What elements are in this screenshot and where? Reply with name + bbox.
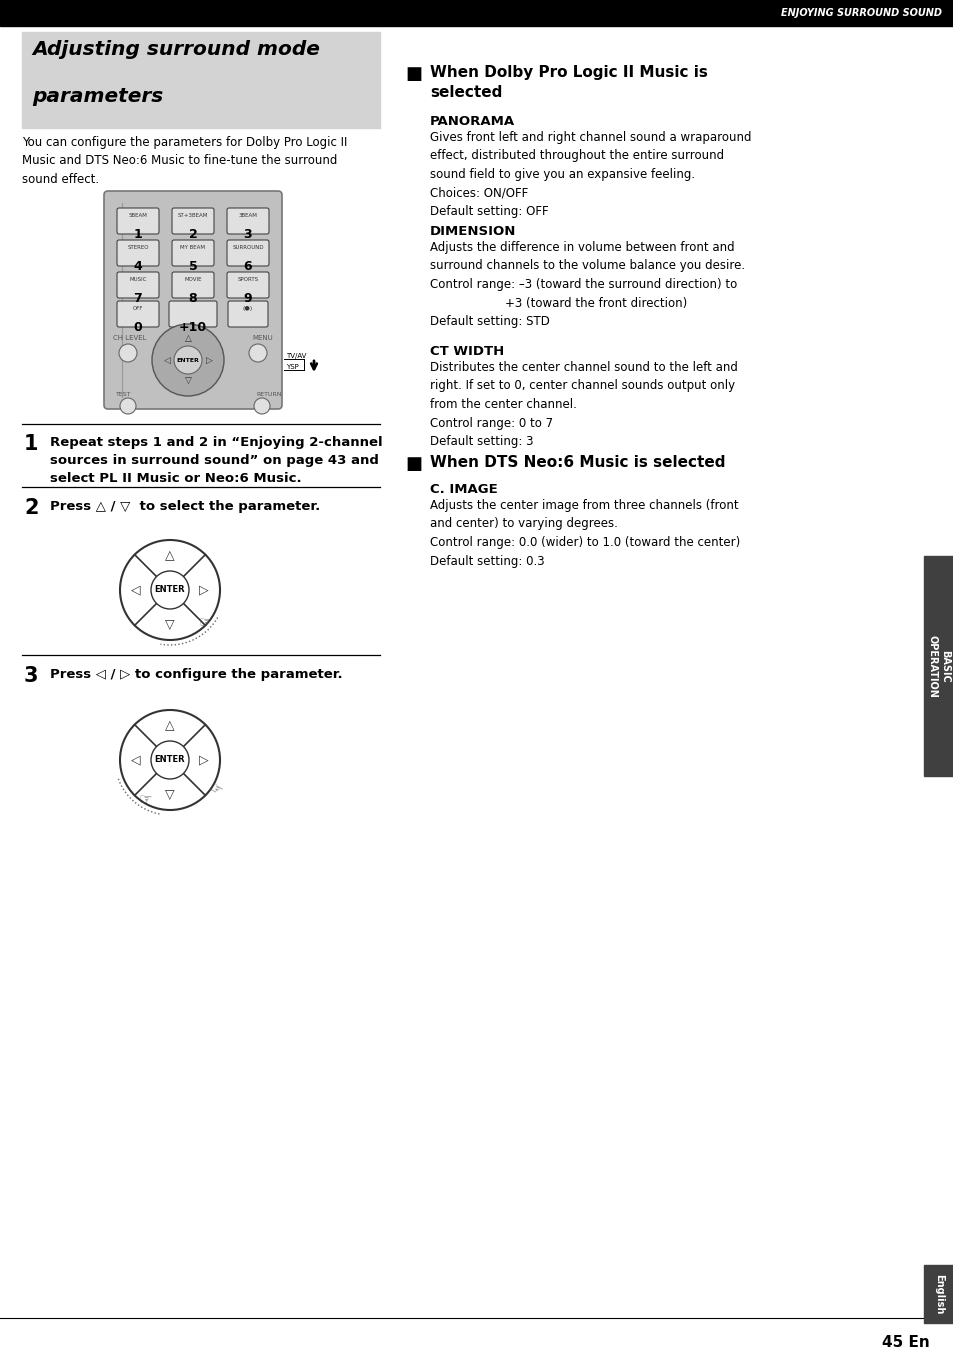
Text: 8: 8 <box>189 293 197 305</box>
Text: ENJOYING SURROUND SOUND: ENJOYING SURROUND SOUND <box>781 8 941 18</box>
Text: Gives front left and right channel sound a wraparound
effect, distributed throug: Gives front left and right channel sound… <box>430 131 751 218</box>
Text: SURROUND: SURROUND <box>232 245 264 249</box>
Text: 3BEAM: 3BEAM <box>238 213 257 218</box>
Text: ▷: ▷ <box>199 754 209 767</box>
Text: Adjusts the center image from three channels (front
and center) to varying degre: Adjusts the center image from three chan… <box>430 499 740 568</box>
Text: 9: 9 <box>243 293 252 305</box>
Circle shape <box>173 346 202 373</box>
Text: ◁: ◁ <box>132 584 141 597</box>
Text: CT WIDTH: CT WIDTH <box>430 345 504 359</box>
Text: 6: 6 <box>243 260 252 274</box>
Text: ■: ■ <box>405 456 421 473</box>
Text: OFF: OFF <box>132 306 143 311</box>
Text: English: English <box>933 1274 943 1314</box>
FancyBboxPatch shape <box>117 240 159 266</box>
Circle shape <box>119 344 137 363</box>
Text: TV/AV: TV/AV <box>286 353 306 359</box>
Text: C. IMAGE: C. IMAGE <box>430 483 497 496</box>
FancyBboxPatch shape <box>172 240 213 266</box>
FancyBboxPatch shape <box>117 301 159 328</box>
Text: 5BEAM: 5BEAM <box>129 213 148 218</box>
Text: PANORAMA: PANORAMA <box>430 115 515 128</box>
Text: (●): (●) <box>243 306 253 311</box>
Text: CH LEVEL: CH LEVEL <box>112 336 147 341</box>
Text: 45 En: 45 En <box>882 1335 929 1348</box>
Text: ◁: ◁ <box>132 754 141 767</box>
Text: Adjusting surround mode: Adjusting surround mode <box>32 40 319 59</box>
Text: ST+3BEAM: ST+3BEAM <box>177 213 208 218</box>
Text: 2: 2 <box>189 228 197 241</box>
Text: 2: 2 <box>24 497 38 518</box>
Text: ☞: ☞ <box>138 793 152 807</box>
FancyBboxPatch shape <box>117 272 159 298</box>
Text: RETURN: RETURN <box>255 392 281 398</box>
Circle shape <box>120 710 220 810</box>
Text: △: △ <box>165 720 174 732</box>
Text: 4: 4 <box>133 260 142 274</box>
FancyBboxPatch shape <box>117 208 159 235</box>
Text: △: △ <box>184 334 192 344</box>
FancyBboxPatch shape <box>227 240 269 266</box>
Text: BASIC
OPERATION: BASIC OPERATION <box>926 635 949 697</box>
Text: +10: +10 <box>179 321 207 334</box>
Circle shape <box>120 398 136 414</box>
Circle shape <box>151 572 189 609</box>
Text: You can configure the parameters for Dolby Pro Logic II
Music and DTS Neo:6 Musi: You can configure the parameters for Dol… <box>22 136 347 186</box>
FancyBboxPatch shape <box>172 272 213 298</box>
Text: 3: 3 <box>243 228 252 241</box>
Text: MOVIE: MOVIE <box>184 276 201 282</box>
Text: ▽: ▽ <box>165 787 174 801</box>
Text: 1: 1 <box>133 228 142 241</box>
Text: DIMENSION: DIMENSION <box>430 225 516 239</box>
FancyBboxPatch shape <box>104 191 282 408</box>
FancyBboxPatch shape <box>227 208 269 235</box>
Text: STEREO: STEREO <box>127 245 149 249</box>
Text: When DTS Neo:6 Music is selected: When DTS Neo:6 Music is selected <box>430 456 724 470</box>
Text: YSP: YSP <box>286 364 298 369</box>
Text: MUSIC: MUSIC <box>129 276 147 282</box>
Circle shape <box>120 541 220 640</box>
Bar <box>923 1264 953 1322</box>
Text: 1: 1 <box>24 434 38 454</box>
Text: ◁: ◁ <box>163 356 171 364</box>
Bar <box>0 0 953 26</box>
FancyBboxPatch shape <box>228 301 268 328</box>
Text: ENTER: ENTER <box>176 357 199 363</box>
Circle shape <box>151 741 189 779</box>
Bar <box>22 32 379 128</box>
Text: SPORTS: SPORTS <box>237 276 258 282</box>
Circle shape <box>253 398 270 414</box>
Text: 3: 3 <box>24 666 38 686</box>
Text: △: △ <box>165 550 174 562</box>
Text: ■: ■ <box>405 65 421 84</box>
Text: ☞: ☞ <box>198 615 212 630</box>
Text: MY BEAM: MY BEAM <box>180 245 205 249</box>
Text: ▷: ▷ <box>205 356 213 364</box>
Text: ☞: ☞ <box>205 780 224 799</box>
Circle shape <box>152 324 224 396</box>
Text: MENU: MENU <box>252 336 273 341</box>
Text: ENTER: ENTER <box>154 585 185 594</box>
Text: ENTER: ENTER <box>154 755 185 764</box>
Text: Press ◁ / ▷ to configure the parameter.: Press ◁ / ▷ to configure the parameter. <box>50 669 342 681</box>
Text: Adjusts the difference in volume between front and
surround channels to the volu: Adjusts the difference in volume between… <box>430 241 744 328</box>
FancyBboxPatch shape <box>227 272 269 298</box>
Bar <box>923 555 953 776</box>
Text: When Dolby Pro Logic II Music is
selected: When Dolby Pro Logic II Music is selecte… <box>430 65 707 100</box>
Text: 0: 0 <box>133 321 142 334</box>
Circle shape <box>249 344 267 363</box>
Text: TEST: TEST <box>116 392 132 398</box>
Text: 7: 7 <box>133 293 142 305</box>
FancyBboxPatch shape <box>172 208 213 235</box>
Text: ▷: ▷ <box>199 584 209 597</box>
Text: ▽: ▽ <box>184 376 192 386</box>
FancyBboxPatch shape <box>169 301 216 328</box>
Text: 5: 5 <box>189 260 197 274</box>
Text: Distributes the center channel sound to the left and
right. If set to 0, center : Distributes the center channel sound to … <box>430 361 737 448</box>
Text: ▽: ▽ <box>165 617 174 631</box>
Text: Repeat steps 1 and 2 in “Enjoying 2-channel
sources in surround sound” on page 4: Repeat steps 1 and 2 in “Enjoying 2-chan… <box>50 435 382 485</box>
Text: parameters: parameters <box>32 88 163 106</box>
Text: Press △ / ▽  to select the parameter.: Press △ / ▽ to select the parameter. <box>50 500 320 514</box>
